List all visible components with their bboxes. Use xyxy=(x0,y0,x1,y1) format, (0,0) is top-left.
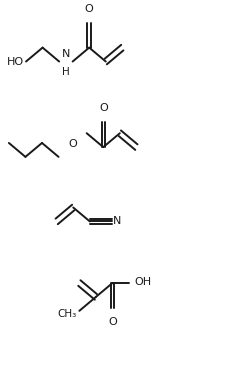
Text: HO: HO xyxy=(6,57,24,66)
Text: N: N xyxy=(113,216,122,226)
Text: H: H xyxy=(62,67,70,77)
Text: O: O xyxy=(69,139,78,149)
Text: OH: OH xyxy=(135,277,152,287)
Text: O: O xyxy=(99,103,108,113)
Text: CH₃: CH₃ xyxy=(57,309,76,319)
Text: O: O xyxy=(85,4,94,14)
Text: O: O xyxy=(108,317,117,327)
Text: N: N xyxy=(62,49,70,59)
